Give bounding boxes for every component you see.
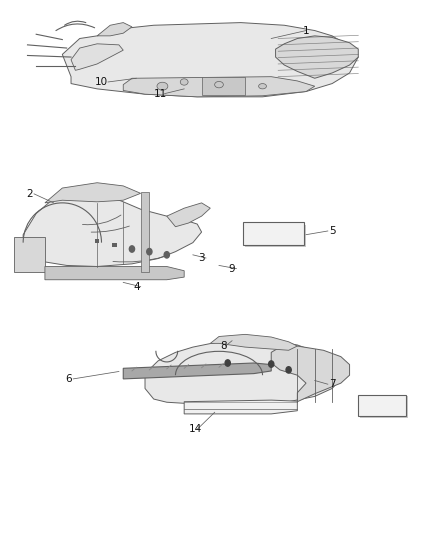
Polygon shape — [271, 346, 350, 402]
Polygon shape — [123, 363, 271, 379]
Text: 1: 1 — [303, 26, 309, 36]
Text: 3: 3 — [198, 253, 205, 263]
Polygon shape — [45, 266, 184, 280]
Polygon shape — [62, 22, 358, 97]
Polygon shape — [276, 36, 358, 78]
Text: 8: 8 — [220, 341, 226, 351]
Text: 5: 5 — [329, 226, 336, 236]
Circle shape — [268, 361, 274, 367]
Polygon shape — [243, 222, 304, 245]
Circle shape — [164, 252, 170, 258]
Bar — [113, 243, 117, 247]
Ellipse shape — [258, 84, 266, 89]
Text: 7: 7 — [329, 379, 336, 389]
Ellipse shape — [215, 82, 223, 88]
Polygon shape — [145, 340, 341, 405]
Polygon shape — [358, 395, 406, 416]
Polygon shape — [360, 397, 408, 418]
Polygon shape — [167, 203, 210, 227]
Text: 4: 4 — [133, 281, 140, 292]
Polygon shape — [141, 192, 149, 272]
Polygon shape — [97, 22, 132, 36]
Polygon shape — [210, 334, 297, 350]
Text: 9: 9 — [229, 264, 235, 273]
Circle shape — [225, 360, 230, 366]
Bar — [95, 239, 99, 243]
Polygon shape — [45, 183, 141, 203]
Polygon shape — [184, 400, 297, 414]
Polygon shape — [23, 192, 201, 266]
Text: 11: 11 — [154, 88, 167, 99]
Text: 10: 10 — [95, 77, 108, 87]
Text: 14: 14 — [188, 424, 201, 434]
Polygon shape — [245, 224, 306, 247]
Circle shape — [286, 367, 291, 373]
Polygon shape — [201, 77, 245, 95]
Circle shape — [147, 248, 152, 255]
Text: 2: 2 — [26, 189, 33, 199]
Polygon shape — [123, 77, 315, 97]
Ellipse shape — [157, 82, 168, 90]
Ellipse shape — [180, 79, 188, 85]
Circle shape — [129, 246, 134, 252]
Polygon shape — [14, 237, 45, 272]
Polygon shape — [71, 44, 123, 70]
Text: 6: 6 — [66, 374, 72, 384]
